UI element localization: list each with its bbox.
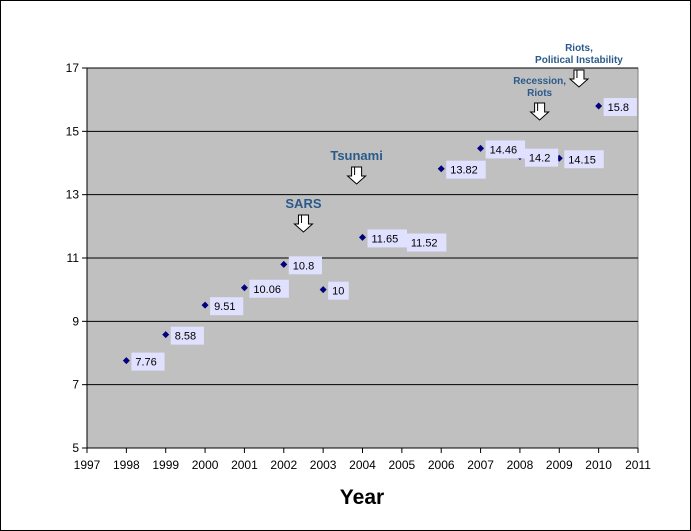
x-tick-label: 2010 [585,458,612,472]
x-tick-label: 2006 [428,458,455,472]
y-tick-label: 7 [72,378,79,392]
data-label: 9.51 [214,301,235,313]
data-label: 10.06 [253,284,281,296]
event-annotation: Recession,Riots [513,76,566,121]
event-annotation: Tsunami [330,148,383,185]
x-tick-label: 1997 [74,458,101,472]
data-label: 10.8 [293,260,314,272]
y-tick-label: 9 [72,314,79,328]
data-label: 10 [332,286,344,298]
x-tick-label: 2002 [270,458,297,472]
data-label: 13.82 [450,165,478,177]
data-label-box [328,281,349,300]
data-point [162,331,170,339]
annotation-label: SARS [285,196,321,211]
event-annotations: SARSTsunamiRecession,RiotsRiots,Politica… [285,43,623,233]
data-label-box [288,256,322,275]
data-label: 8.58 [175,331,196,343]
data-label-box [131,352,165,371]
x-tick-label: 2011 [625,458,651,472]
y-tick-label: 5 [72,441,79,455]
data-point [477,144,485,152]
x-tick-label: 1998 [113,458,140,472]
x-tick-label: 2003 [310,458,337,472]
x-tick-label: 2009 [546,458,573,472]
data-point [240,284,248,292]
x-tick-label: 2004 [349,458,376,472]
x-tick-label: 2007 [467,458,494,472]
data-label-box [406,233,447,252]
data-label-box [249,279,289,298]
x-axis-title: Year [340,486,384,509]
x-tick-label: 2005 [389,458,416,472]
annotation-label: Tsunami [330,148,383,163]
data-label-box [524,148,559,167]
data-label: 14.2 [529,153,550,165]
data-point [319,286,327,294]
data-label-box [367,229,407,248]
y-tick-label: 13 [66,188,80,202]
data-label-box [603,98,637,116]
x-tick-label: 1999 [152,458,179,472]
x-tick-label: 2008 [507,458,534,472]
data-label: 7.76 [135,357,156,369]
data-point [437,165,445,173]
data-label-box [210,297,244,316]
y-tick-label: 15 [66,124,80,138]
data-point [280,260,288,268]
y-tick-label: 17 [66,61,80,75]
gridlines [87,67,638,386]
y-tick-label: 11 [67,251,80,265]
data-point [359,233,366,241]
data-label-box [446,160,486,179]
annotation-label: Riots, [565,43,593,54]
data-label-box [170,326,204,345]
x-tick-label: 2000 [192,458,219,472]
data-point [595,102,603,110]
event-annotation: SARS [285,196,322,233]
data-label: 14.46 [490,144,518,156]
data-label: 11.65 [372,233,399,245]
data-point [201,301,209,309]
data-point [122,357,130,365]
data-label: 14.15 [568,154,596,166]
data-label: 11.52 [411,238,438,250]
annotation-label: Recession, [513,76,566,87]
data-label: 15.8 [608,102,629,114]
annotation-label: Political Instability [535,55,623,66]
data-labels: 7.76 8.58 9.51 10.06 10.8 10 11.65 11.52 13.82 14… [131,98,637,371]
x-tick-label: 2001 [231,458,258,472]
data-label-box [564,150,604,169]
y-axis-ticks: 5 7 9 11 13 15 17 [66,61,87,455]
data-label-box [485,140,526,159]
annotation-label: Riots [527,88,552,99]
x-axis-ticks: 1997 1998 1999 2000 2001 2002 2003 2004 2005 2006… [74,448,651,472]
event-annotation: Riots,Political Instability [535,43,623,88]
